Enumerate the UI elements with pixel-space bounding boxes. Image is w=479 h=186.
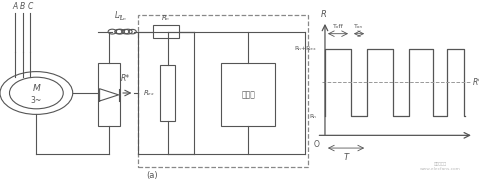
Text: Rₙ: Rₙ — [162, 15, 170, 21]
Bar — [221, 63, 275, 126]
Bar — [98, 63, 120, 126]
Text: t: t — [478, 132, 479, 141]
Bar — [137, 15, 308, 167]
Bar — [153, 25, 179, 38]
Text: Tₒₙ: Tₒₙ — [354, 24, 364, 29]
Text: B: B — [20, 2, 25, 11]
Text: 斩波器: 斩波器 — [241, 90, 255, 99]
Text: A: A — [12, 2, 18, 11]
Text: Rₙ: Rₙ — [310, 114, 317, 119]
Text: O: O — [313, 140, 319, 149]
Text: (a): (a) — [146, 171, 158, 180]
Text: 电子发烧友
www.elecfans.com: 电子发烧友 www.elecfans.com — [420, 163, 461, 171]
Text: Rₙ+Rₑₓ: Rₙ+Rₑₓ — [295, 46, 317, 51]
Text: Rₑₓ: Rₑₓ — [144, 90, 155, 96]
Text: M: M — [33, 84, 40, 93]
Text: Tₒff: Tₒff — [332, 24, 343, 29]
Text: Lₙ: Lₙ — [120, 15, 126, 21]
Text: 3~: 3~ — [31, 96, 42, 105]
Text: Lₙ: Lₙ — [115, 12, 122, 20]
Text: C: C — [28, 2, 33, 11]
Text: R: R — [320, 10, 327, 19]
Bar — [160, 65, 175, 121]
Text: R*: R* — [472, 78, 479, 87]
Text: R*: R* — [120, 74, 129, 83]
Text: T: T — [343, 153, 349, 162]
